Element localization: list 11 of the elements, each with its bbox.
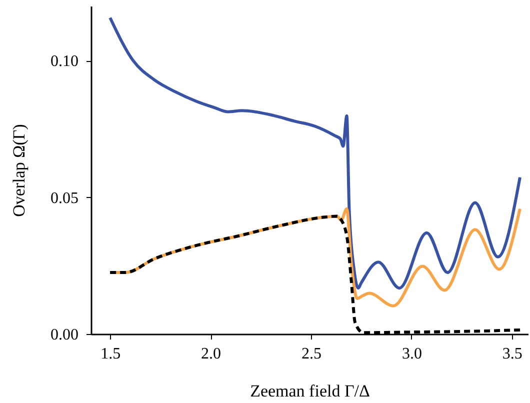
x-tick-label: 3.5 bbox=[502, 346, 522, 362]
x-tick-label: 1.5 bbox=[100, 346, 121, 362]
y-tick-label: 0.10 bbox=[50, 53, 78, 70]
x-tick-label: 2.0 bbox=[201, 346, 222, 362]
y-tick-label: 0.05 bbox=[50, 190, 78, 207]
x-tick-label: 2.5 bbox=[302, 346, 322, 362]
line-series bbox=[108, 16, 522, 290]
y-axis-title: Overlap Ω(Γ) bbox=[10, 124, 28, 217]
x-tick-label: 3.0 bbox=[402, 346, 422, 362]
x-axis-title: Zeeman field Γ/Δ bbox=[250, 382, 370, 400]
y-tick-label: 0.00 bbox=[50, 326, 78, 344]
